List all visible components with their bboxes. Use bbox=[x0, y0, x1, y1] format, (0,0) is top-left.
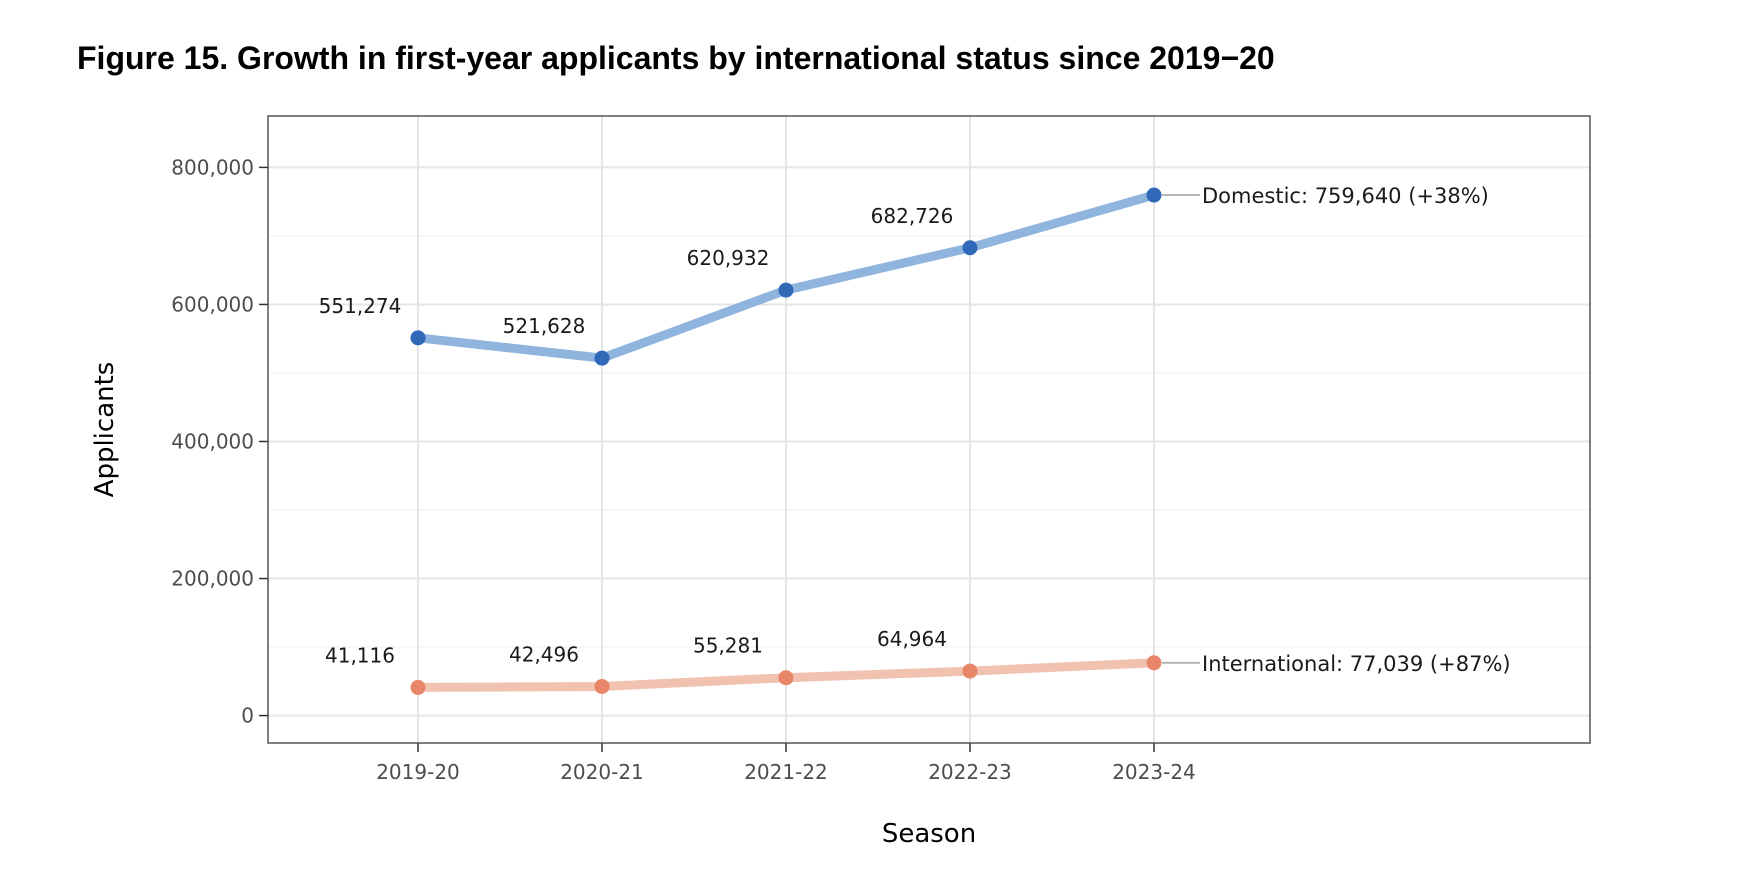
data-point-domestic bbox=[594, 350, 610, 366]
data-point-domestic bbox=[410, 330, 426, 346]
x-tick-label: 2019-20 bbox=[376, 760, 460, 784]
y-tick-label: 400,000 bbox=[171, 429, 254, 453]
y-tick-label: 600,000 bbox=[171, 292, 254, 316]
data-label-domestic: 682,726 bbox=[871, 204, 954, 228]
figure-title: Figure 15. Growth in first-year applican… bbox=[77, 40, 1275, 76]
data-label-international: 42,496 bbox=[509, 642, 579, 666]
x-tick-label: 2022-23 bbox=[928, 760, 1012, 784]
data-point-international bbox=[410, 679, 426, 695]
data-point-international bbox=[962, 663, 978, 679]
y-axis-title: Applicants bbox=[90, 362, 120, 498]
data-label-international: 55,281 bbox=[693, 634, 763, 658]
data-label-international: 64,964 bbox=[877, 627, 947, 651]
label-layer: 551,274 521,628 620,932 682,726 Domestic: 75… bbox=[319, 184, 1511, 676]
series-international bbox=[410, 655, 1162, 695]
data-point-international bbox=[778, 670, 794, 686]
plot-panel-border bbox=[267, 115, 1591, 744]
x-axis-title: Season bbox=[882, 819, 976, 849]
data-point-international bbox=[1146, 655, 1162, 671]
y-tick-label: 0 bbox=[241, 704, 254, 728]
data-label-domestic: 551,274 bbox=[319, 294, 402, 318]
x-tick-label: 2020-21 bbox=[560, 760, 644, 784]
data-point-domestic bbox=[778, 282, 794, 298]
series-layer bbox=[410, 187, 1162, 695]
data-point-domestic bbox=[962, 240, 978, 256]
y-tick-label: 200,000 bbox=[171, 567, 254, 591]
data-label-international: 41,116 bbox=[325, 643, 395, 667]
data-point-international bbox=[594, 678, 610, 694]
y-tick-label: 800,000 bbox=[171, 155, 254, 179]
data-point-domestic bbox=[1146, 187, 1162, 203]
end-label-international: International: 77,039 (+87%) bbox=[1202, 652, 1511, 676]
end-label-domestic: Domestic: 759,640 (+38%) bbox=[1202, 184, 1489, 208]
data-label-domestic: 521,628 bbox=[503, 314, 586, 338]
axis-layer: 0 200,000 400,000 600,000 800,000 2019-20 2020… bbox=[171, 155, 1196, 784]
x-tick-label: 2021-22 bbox=[744, 760, 828, 784]
grid-layer bbox=[268, 116, 1590, 743]
x-tick-label: 2023-24 bbox=[1112, 760, 1196, 784]
data-label-domestic: 620,932 bbox=[687, 246, 770, 270]
series-domestic bbox=[410, 187, 1162, 366]
